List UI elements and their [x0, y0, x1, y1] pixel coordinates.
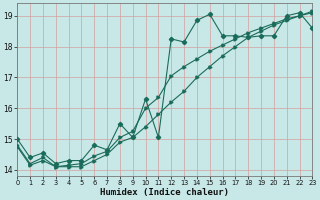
X-axis label: Humidex (Indice chaleur): Humidex (Indice chaleur)	[100, 188, 229, 197]
